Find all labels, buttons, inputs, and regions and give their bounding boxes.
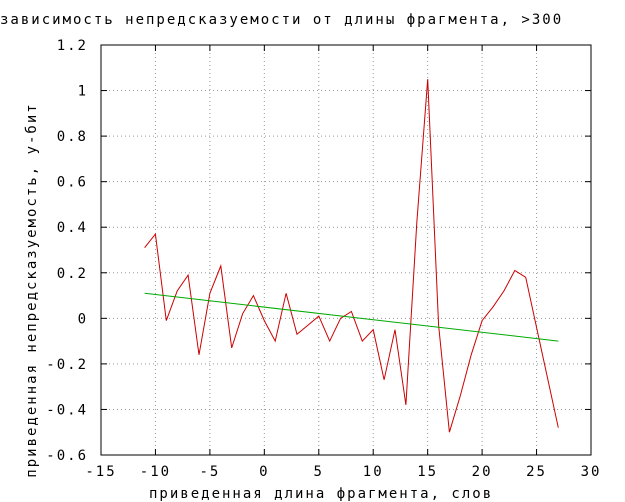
series-lines [144, 79, 559, 433]
data-series-line [144, 79, 559, 433]
x-axis-label: приведенная длина фрагмента, слов [149, 486, 494, 502]
x-tick-label: -10 [140, 464, 171, 480]
y-tick-label: 0.6 [57, 175, 88, 191]
x-tick-label: 15 [417, 464, 438, 480]
chart-title: зависимость непредсказуемости от длины ф… [0, 12, 564, 28]
x-tick-label: 30 [581, 464, 602, 480]
plot-frame [100, 44, 592, 456]
tick-labels: -15 -10 -5 0 5 10 15 20 25 30 -0.6 -0.4 -0.2 0 0.2 0.4 0… [46, 38, 602, 480]
gridlines [101, 45, 591, 455]
trend-line [144, 292, 559, 342]
y-tick-label: -0.6 [46, 448, 88, 464]
x-tick-label: -15 [85, 464, 116, 480]
x-tick-label: 0 [259, 464, 269, 480]
y-tick-label: 0.2 [57, 266, 88, 282]
y-tick-label: -0.2 [46, 357, 88, 373]
tick-marks [100, 44, 592, 456]
x-tick-label: 20 [472, 464, 493, 480]
x-tick-label: -5 [199, 464, 220, 480]
y-tick-label: 0 [78, 311, 88, 327]
y-tick-label: 0.4 [57, 220, 88, 236]
y-tick-label: -0.4 [46, 402, 88, 418]
x-tick-label: 5 [314, 464, 324, 480]
y-axis-label: приведенная непредсказуемость, у-бит [24, 102, 40, 478]
y-tick-label: 0.8 [57, 129, 88, 145]
y-tick-label: 1.2 [57, 38, 88, 54]
x-tick-label: 10 [363, 464, 384, 480]
y-tick-label: 1 [78, 84, 88, 100]
x-tick-label: 25 [526, 464, 547, 480]
